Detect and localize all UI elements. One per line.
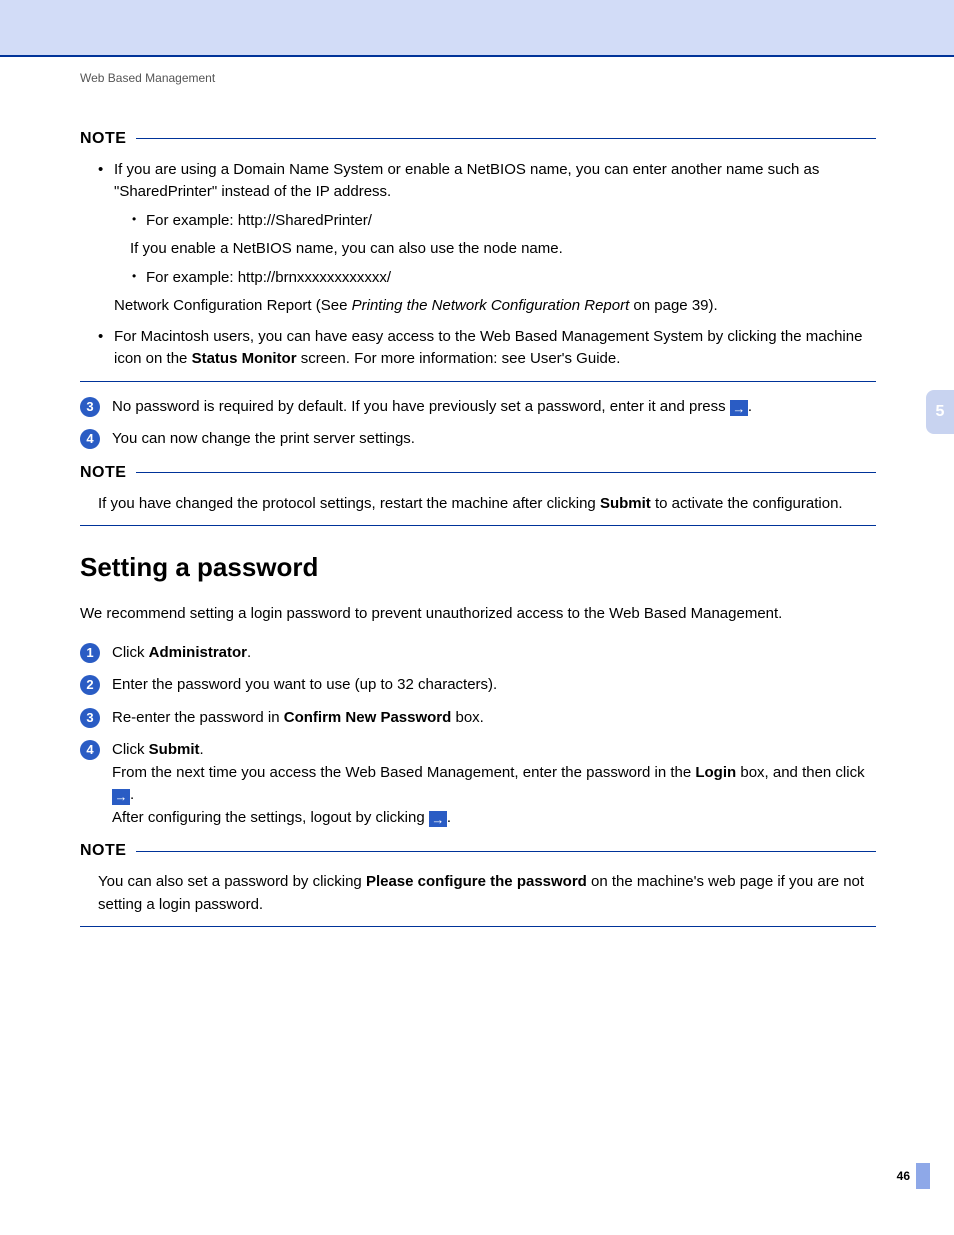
sub-bullet: For example: http://brnxxxxxxxxxxxx/ [132, 267, 876, 290]
step-text: Re-enter the password in Confirm New Pas… [112, 707, 876, 730]
note-bullet: If you are using a Domain Name System or… [98, 159, 876, 318]
numbered-step: 4 You can now change the print server se… [80, 428, 876, 451]
step-text: Click Administrator. [112, 642, 876, 665]
chapter-tab: 5 [926, 390, 954, 434]
top-rule [0, 55, 954, 57]
numbered-step: 3 No password is required by default. If… [80, 396, 876, 419]
note-bullet: For Macintosh users, you can have easy a… [98, 326, 876, 371]
note-body: If you have changed the protocol setting… [80, 493, 876, 516]
page-content: Web Based Management NOTE If you are usi… [0, 69, 954, 928]
step-number-badge: 1 [80, 643, 100, 663]
top-band [0, 0, 954, 55]
note-end-rule [80, 381, 876, 382]
note-header: NOTE [80, 127, 876, 151]
section-intro: We recommend setting a login password to… [80, 603, 876, 626]
step-text: You can now change the print server sett… [112, 428, 876, 451]
numbered-step: 3 Re-enter the password in Confirm New P… [80, 707, 876, 730]
note-body: If you are using a Domain Name System or… [80, 159, 876, 371]
numbered-step: 1 Click Administrator. [80, 642, 876, 665]
numbered-step: 4 Click Submit. From the next time you a… [80, 739, 876, 829]
bullet-text: If you are using a Domain Name System or… [114, 161, 819, 201]
note-label: NOTE [80, 839, 126, 863]
page-footer: 46 [916, 1163, 954, 1189]
note-end-rule [80, 525, 876, 526]
breadcrumb: Web Based Management [80, 69, 876, 87]
after-sub-para: If you enable a NetBIOS name, you can al… [114, 238, 876, 261]
arrow-right-icon: → [730, 400, 748, 416]
sub-bullet: For example: http://SharedPrinter/ [132, 210, 876, 233]
step-number-badge: 4 [80, 429, 100, 449]
note-rule [136, 472, 876, 473]
step-number-badge: 2 [80, 675, 100, 695]
note-end-rule [80, 926, 876, 927]
step-number-badge: 4 [80, 740, 100, 760]
page-number: 46 [897, 1167, 910, 1185]
note-header: NOTE [80, 839, 876, 863]
note-rule [136, 851, 876, 852]
cross-ref: Printing the Network Configuration Repor… [352, 297, 630, 314]
after-sub-para: Network Configuration Report (See Printi… [114, 295, 876, 318]
step-text: Click Submit. From the next time you acc… [112, 739, 876, 829]
note-body: You can also set a password by clicking … [80, 871, 876, 916]
step-number-badge: 3 [80, 397, 100, 417]
step-text: Enter the password you want to use (up t… [112, 674, 876, 697]
note-label: NOTE [80, 461, 126, 485]
arrow-right-icon: → [112, 789, 130, 805]
step-text: No password is required by default. If y… [112, 396, 876, 419]
step-number-badge: 3 [80, 708, 100, 728]
note-header: NOTE [80, 461, 876, 485]
footer-bar [916, 1163, 930, 1189]
section-heading: Setting a password [80, 548, 876, 587]
numbered-step: 2 Enter the password you want to use (up… [80, 674, 876, 697]
arrow-right-icon: → [429, 811, 447, 827]
note-label: NOTE [80, 127, 126, 151]
note-rule [136, 138, 876, 139]
